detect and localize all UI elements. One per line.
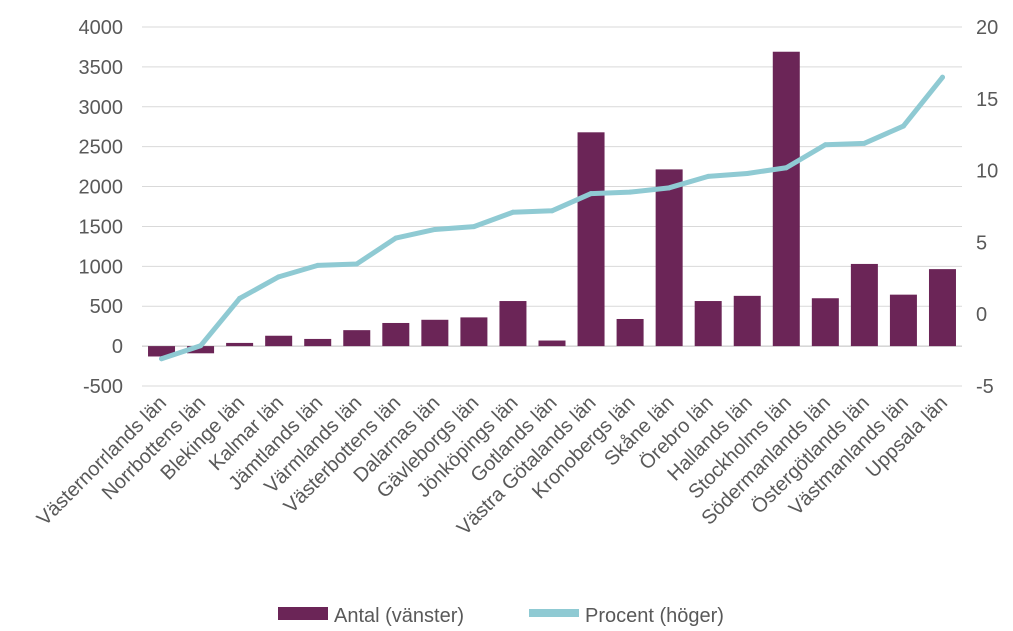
y-left-tick-label: 3500 [79,57,124,79]
y-left-tick-label: -500 [83,376,123,398]
line-series [159,74,945,362]
bar [343,330,371,347]
legend-swatch-line [529,609,579,617]
y-left-tick-label: 500 [90,296,123,318]
bar [421,319,449,347]
legend: Antal (vänster) Procent (höger) [278,605,724,627]
bar [616,318,644,347]
y-left-tick-label: 1500 [79,216,124,238]
y-left-tick-label: 1000 [79,256,124,278]
line-point [159,356,165,362]
line-point [900,123,906,129]
bar [187,346,215,354]
line-point [666,185,672,191]
y-axis-left: -500 0 500 1000 1500 2000 2500 3000 3500 4000 [79,17,124,398]
line-point [315,262,321,268]
bar [655,169,683,347]
bar-series [148,51,956,357]
bar [499,301,527,347]
line-point [549,208,555,214]
line-point [237,295,243,301]
bar [733,295,761,347]
line-point [471,224,477,230]
line-point [510,209,516,215]
bar [694,301,722,347]
line-point [744,170,750,176]
y-axis-right: -5 0 5 10 15 20 [976,17,998,398]
bar [538,340,566,347]
bar [889,294,917,347]
y-left-tick-label: 0 [112,336,123,358]
legend-swatch-bar [278,607,328,620]
line-point [393,235,399,241]
line-point [705,173,711,179]
bar [226,342,254,347]
line-point [198,343,204,349]
bar [811,298,839,347]
bar [265,335,293,347]
y-right-tick-label: 10 [976,161,998,183]
bar [850,263,878,347]
line-point [276,274,282,280]
line-point [432,226,438,232]
bar [148,346,176,357]
bar [460,317,488,347]
y-left-tick-label: 2000 [79,177,124,199]
y-right-tick-label: 0 [976,304,987,326]
line-point [822,142,828,148]
y-right-tick-label: 20 [976,17,998,39]
line-point [861,140,867,146]
legend-label-line: Procent (höger) [585,605,724,627]
line-point [588,191,594,197]
bar [304,338,332,347]
y-left-tick-label: 2500 [79,137,124,159]
legend-label-bar: Antal (vänster) [334,605,464,627]
bar [928,269,956,347]
line-point [939,74,945,80]
line-point [354,261,360,267]
bar [382,322,410,347]
bar [577,132,605,347]
y-right-tick-label: -5 [976,376,994,398]
y-left-tick-label: 4000 [79,17,124,39]
y-right-tick-label: 15 [976,89,998,111]
bar [772,51,800,347]
y-right-tick-label: 5 [976,232,987,254]
line-point [783,165,789,171]
gridlines [142,26,962,387]
y-left-tick-label: 3000 [79,97,124,119]
line-point [627,189,633,195]
